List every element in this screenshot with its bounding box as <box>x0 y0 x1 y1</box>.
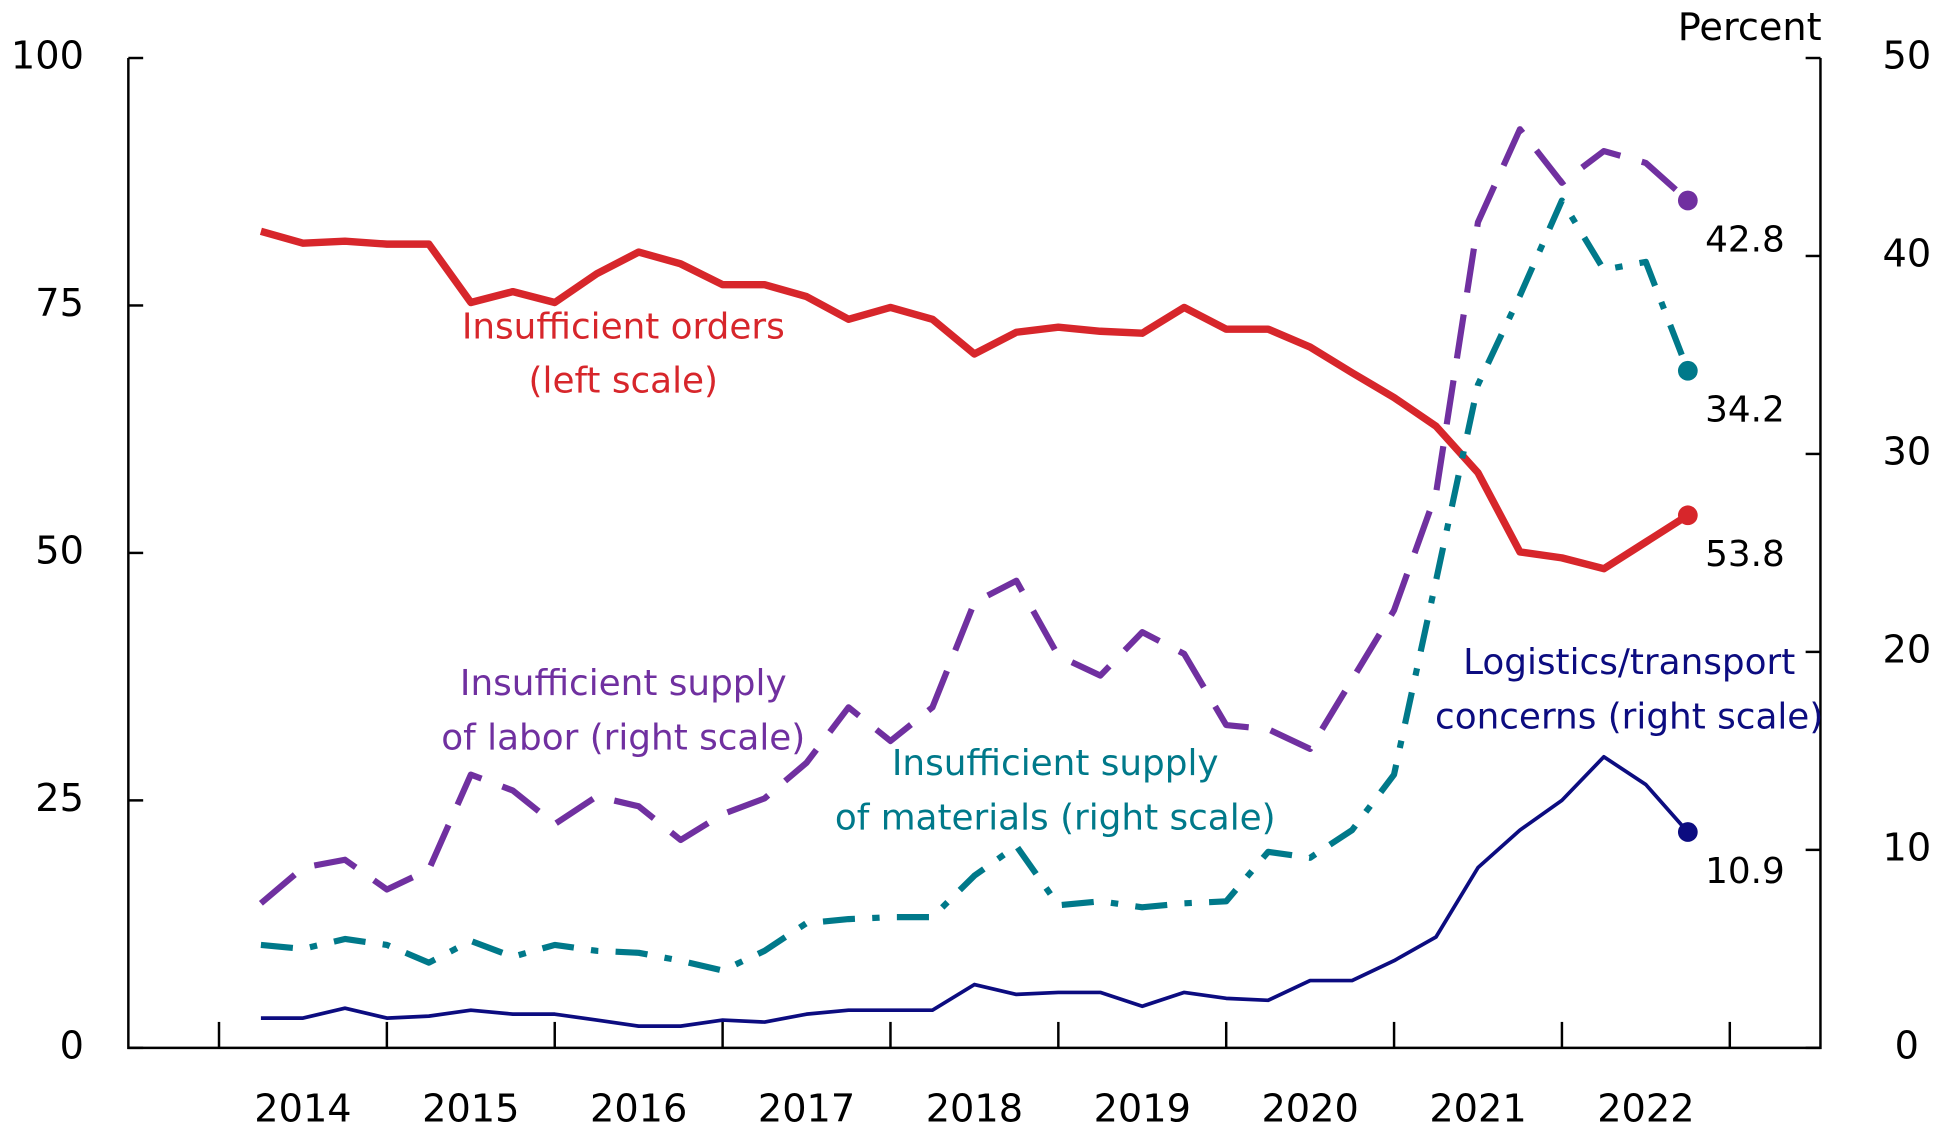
end-label: 42.8 <box>1705 219 1785 260</box>
end-label: 53.8 <box>1705 534 1785 575</box>
y2-tick-label: 40 <box>1883 231 1932 276</box>
y-tick-label: 0 <box>60 1023 84 1068</box>
x-tick-label: 2019 <box>1094 1086 1191 1131</box>
series-label: of materials (right scale) <box>835 798 1276 839</box>
end-label: 10.9 <box>1705 851 1785 892</box>
series-label: (left scale) <box>529 361 718 402</box>
x-tick-label: 2021 <box>1429 1086 1526 1131</box>
x-tick-label: 2020 <box>1261 1086 1358 1131</box>
series-label: concerns (right scale) <box>1435 696 1823 737</box>
axes <box>127 58 1822 1050</box>
y-tick-label: 25 <box>35 776 84 821</box>
series-label: of labor (right scale) <box>441 717 805 758</box>
x-tick-label: 2016 <box>590 1086 687 1131</box>
end-point <box>1677 505 1698 526</box>
series-line <box>258 126 1690 906</box>
end-point <box>1677 190 1698 211</box>
series-line <box>259 227 1690 573</box>
x-tick-label: 2015 <box>422 1086 519 1131</box>
y-tick-label: 75 <box>35 281 84 326</box>
x-tick-label: 2018 <box>926 1086 1023 1131</box>
end-point <box>1677 360 1698 381</box>
series-label: Insufficient supply <box>460 663 787 704</box>
y-axis-label: Percent <box>1678 5 1822 50</box>
end-point <box>1677 822 1698 842</box>
series-label: Logistics/transport <box>1463 642 1795 683</box>
y2-tick-label: 0 <box>1895 1023 1919 1068</box>
y-tick-label: 100 <box>11 34 84 79</box>
series-line <box>260 197 1691 974</box>
x-tick-label: 2017 <box>758 1086 855 1131</box>
x-tick-label: 2022 <box>1597 1086 1694 1131</box>
x-tick-label: 2014 <box>254 1086 351 1131</box>
series-label: Insufficient supply <box>892 743 1219 784</box>
y2-tick-label: 10 <box>1883 825 1932 870</box>
y2-tick-label: 30 <box>1883 429 1932 474</box>
y2-tick-label: 50 <box>1883 34 1932 79</box>
series-label: Insufficient orders <box>462 306 785 347</box>
y2-tick-label: 20 <box>1883 627 1932 672</box>
y-tick-label: 50 <box>35 528 84 573</box>
end-label: 34.2 <box>1705 390 1785 431</box>
series-line <box>260 754 1690 1028</box>
